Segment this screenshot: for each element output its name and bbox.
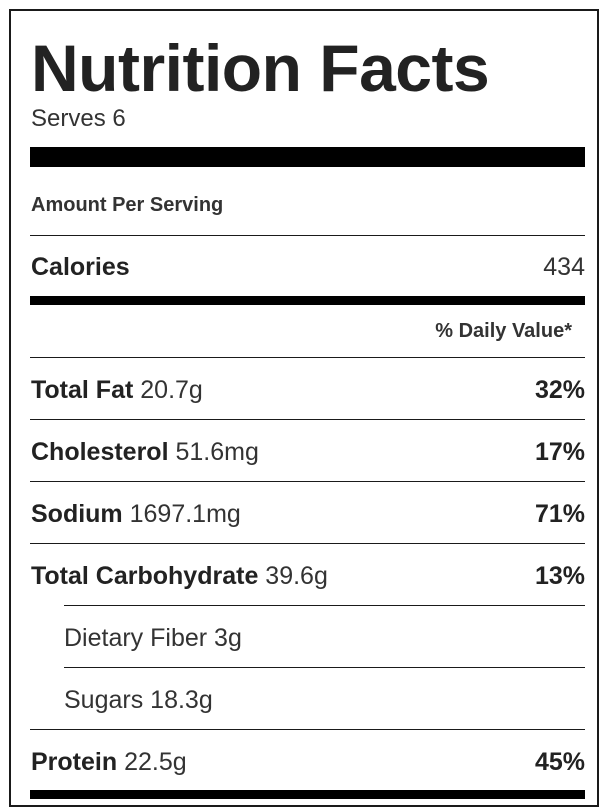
sub-nutrient-name: Sugars: [64, 686, 151, 714]
nutrient-amount: 51.6mg: [175, 438, 259, 466]
nutrient-daily-value: 13%: [534, 562, 585, 590]
nutrient-row-total-fat: Total Fat 20.7g 32%: [31, 375, 585, 405]
amount-per-serving-heading: Amount Per Serving: [31, 194, 224, 216]
nutrient-name: Cholesterol: [31, 438, 176, 466]
nutrient-amount: 1697.1mg: [129, 500, 241, 528]
divider: [30, 357, 585, 358]
sub-nutrient-amount: 3g: [214, 624, 242, 652]
nutrient-name: Total Carbohydrate: [31, 562, 266, 590]
nutrition-facts-label: Nutrition Facts Serves 6 Amount Per Serv…: [9, 9, 599, 807]
calories-thick-divider: [30, 296, 585, 305]
calories-value: 434: [543, 253, 585, 281]
nutrient-row-sodium: Sodium 1697.1mg 71%: [31, 499, 585, 529]
servings-count: Serves 6: [31, 105, 126, 132]
nutrient-name: Protein: [31, 748, 125, 776]
nutrient-name: Sodium: [31, 500, 130, 528]
sub-nutrient-name: Dietary Fiber: [64, 624, 215, 652]
nutrient-row-cholesterol: Cholesterol 51.6mg 17%: [31, 437, 585, 467]
nutrient-daily-value: 71%: [534, 500, 585, 528]
nutrient-row-total-carbohydrate: Total Carbohydrate 39.6g 13%: [31, 561, 585, 591]
nutrient-row-protein: Protein 22.5g 45%: [31, 747, 585, 777]
divider: [64, 605, 585, 606]
nutrient-amount: 39.6g: [265, 562, 328, 590]
nutrient-daily-value: 32%: [534, 376, 585, 404]
top-thick-divider: [30, 147, 585, 167]
divider: [30, 419, 585, 420]
sub-nutrient-row-dietary-fiber: Dietary Fiber 3g: [64, 623, 585, 653]
divider: [30, 543, 585, 544]
sub-nutrient-row-sugars: Sugars 18.3g: [64, 685, 585, 715]
divider: [30, 481, 585, 482]
nutrient-name: Total Fat: [31, 376, 141, 404]
nutrient-daily-value: 45%: [534, 748, 585, 776]
calories-row: Calories 434: [31, 252, 585, 282]
divider: [30, 235, 585, 236]
sub-nutrient-amount: 18.3g: [150, 686, 213, 714]
daily-value-header: % Daily Value*: [435, 320, 572, 342]
divider: [64, 667, 585, 668]
divider: [30, 729, 585, 730]
nutrient-daily-value: 17%: [534, 438, 585, 466]
nutrient-amount: 20.7g: [140, 376, 203, 404]
nutrient-amount: 22.5g: [124, 748, 187, 776]
label-title: Nutrition Facts: [31, 31, 490, 105]
calories-label: Calories: [31, 253, 130, 281]
bottom-thick-divider: [30, 790, 585, 799]
